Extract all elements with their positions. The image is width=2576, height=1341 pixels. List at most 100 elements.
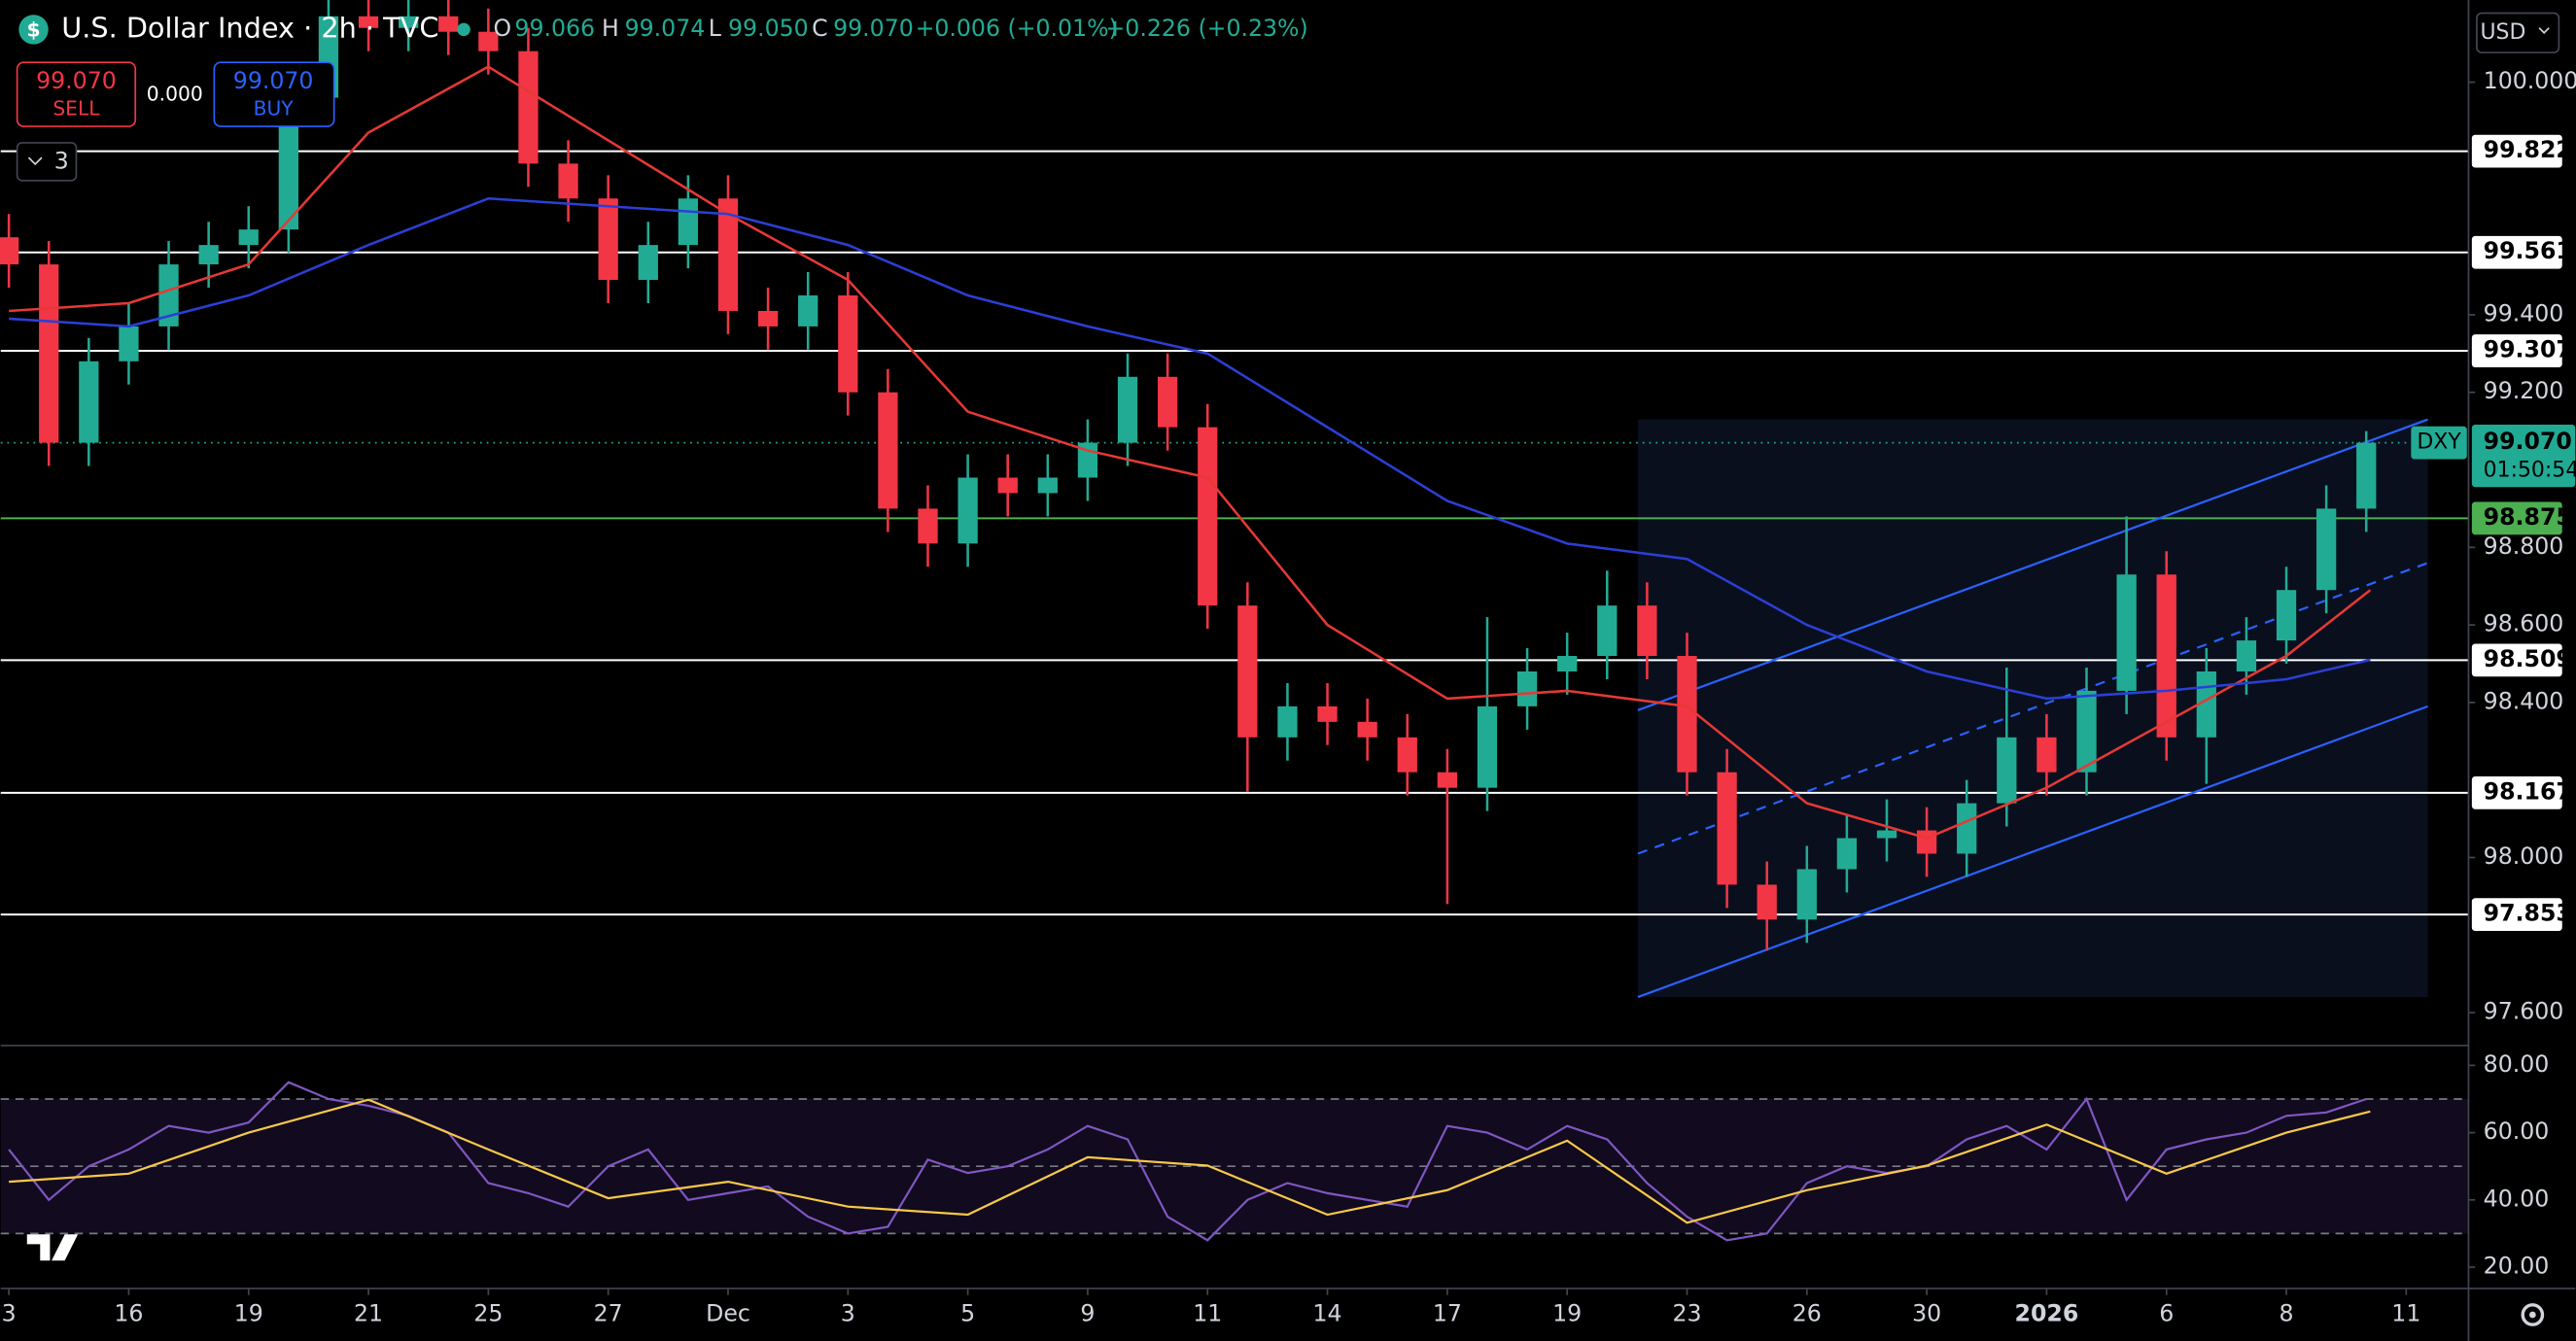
ohlc-value: 99.050 [728,15,809,42]
candle-body [1717,772,1737,885]
indicators-count: 3 [54,148,69,175]
candle-body [1198,427,1218,606]
candle-body [2036,737,2057,773]
x-tick-label: 19 [1552,1299,1582,1326]
symbol-label-bg [2411,426,2467,460]
candle-body [518,51,539,164]
candle-body [1836,838,1858,870]
x-tick-label: 14 [1313,1299,1342,1326]
plot [0,0,2469,1242]
x-tick-label: 8 [2280,1299,2294,1326]
buy-button[interactable] [213,61,335,127]
x-tick-label: 11 [2391,1299,2420,1326]
chevron [27,156,43,166]
candle-body [1796,869,1817,920]
candle-body [0,237,19,265]
header: $ U.S. Dollar Index · 2h · TVC [18,11,470,45]
candle-body [1557,656,1578,671]
candle-body [1477,705,1498,788]
candle-body [1677,656,1697,773]
level-label: 99.822 [2484,136,2572,163]
ohlc-value: 99.074 [625,15,706,42]
x-tick-label: 6 [2159,1299,2174,1326]
tradingview-logo[interactable] [26,1234,79,1261]
moving-average [9,65,2372,840]
sell-label: SELL [52,97,100,120]
ohlc-value: 99.070 [833,15,914,42]
icon-glyph: $ [26,18,40,42]
candle-body [878,392,898,509]
level-label: 98.167 [2484,777,2572,805]
x-tick-label: 17 [1433,1299,1462,1326]
candle-body [2156,574,2176,738]
level-label-bg [2471,501,2562,535]
candle-body [2276,590,2297,641]
candle-body [1757,884,1777,920]
currency-button[interactable] [2476,12,2560,53]
candle-body [358,16,379,28]
candle-body [158,264,179,327]
candle-body [1437,772,1457,788]
candle-body [757,310,779,327]
candle-body [997,477,1018,494]
x-tick-label: 9 [1080,1299,1095,1326]
x-tick-label: 3 [841,1299,855,1326]
channel-middle [1637,562,2428,855]
y-tick-label: 99.400 [2484,299,2564,327]
ohlc-key: C [812,15,828,42]
ohlc-key: L [709,15,722,42]
x-tick-label: 26 [1793,1299,1822,1326]
x-tick-label: 23 [1672,1299,1701,1326]
y-tick-label: 98.400 [2484,687,2564,714]
candle-body [1876,830,1897,839]
y-tick-label: 97.600 [2484,998,2564,1025]
symbol-label: DXY [2417,430,2461,455]
x-tick-label: 16 [114,1299,143,1326]
candle-body [478,31,499,52]
candle-body [1317,705,1338,722]
sell-price: 99.070 [36,67,117,94]
change-total: +0.226 (+0.23%) [1106,15,1308,42]
settings-icon[interactable] [2521,1303,2545,1326]
y-tick-label: 98.600 [2484,610,2564,637]
symbol-icon [18,15,49,45]
ohlc: O 99.066 H 99.074 L 99.050 C 99.070 +0.006 (+0.0… [493,15,1307,42]
x-tick-label: 21 [354,1299,383,1326]
candle-body [1637,605,1657,657]
candle-body [558,163,578,199]
x-tick-label: 2026 [2015,1299,2079,1326]
x-tick-label: 27 [594,1299,623,1326]
candle-body [957,477,978,544]
countdown: 01:50:54 [2484,458,2576,482]
last-price-label: 99.070 [2484,428,2572,455]
indicators-toggle[interactable] [16,142,78,182]
candle-body [1957,803,1977,854]
candle-body [638,245,658,281]
title[interactable]: U.S. Dollar Index · 2h · TVC [61,11,438,44]
candle-body [39,264,59,443]
x-tick-label: 25 [473,1299,503,1326]
x-tick-label: 11 [1193,1299,1222,1326]
candle-body [2316,508,2337,591]
candle-body [79,361,99,443]
candle-body [1237,605,1258,738]
x-tick-label: 30 [1912,1299,1941,1326]
sell-button[interactable] [16,61,137,127]
level-label-bg [2471,235,2562,269]
channel-upper [1637,418,2428,711]
level-label: 97.853 [2484,900,2572,927]
chevron [2538,27,2550,34]
candle-body [1357,721,1377,738]
x-tick-label: 3 [2,1299,17,1326]
moving-average [9,196,2371,701]
change: +0.006 (+0.01%) [916,15,1118,42]
level-label: 98.875 [2484,503,2572,531]
candle-body [119,326,139,361]
ohlc-value: 99.066 [514,15,595,42]
x-tick-label: 5 [960,1299,975,1326]
candle-body [1516,670,1538,706]
candle-body [1277,705,1298,738]
rsi-ma [9,1098,2371,1224]
spread: 0.000 [147,82,203,105]
y-tick-label: 98.000 [2484,842,2564,870]
